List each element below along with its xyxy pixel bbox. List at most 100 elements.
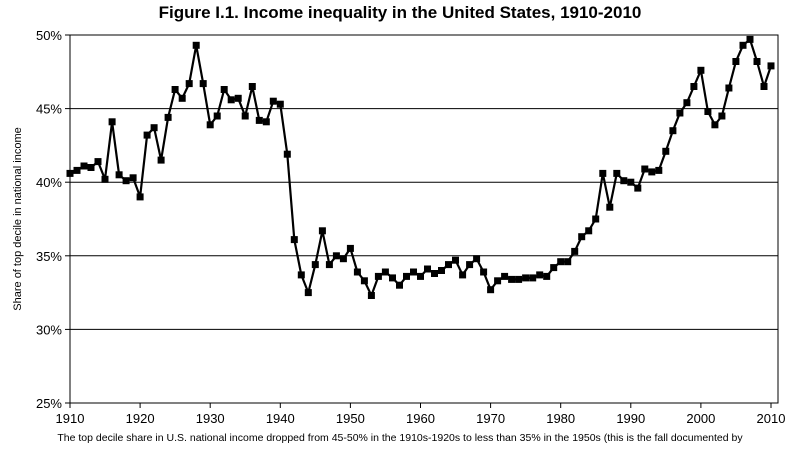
data-point [508, 275, 516, 283]
data-point [543, 272, 551, 280]
data-point [487, 286, 495, 294]
data-point [206, 121, 214, 129]
data-point [676, 109, 684, 117]
data-point [311, 261, 319, 269]
data-point [494, 277, 502, 285]
data-point [557, 258, 565, 266]
y-tick-label: 40% [36, 175, 62, 190]
data-point [73, 166, 81, 174]
x-tick-label: 1940 [266, 411, 295, 426]
data-point [66, 169, 74, 177]
data-point [466, 261, 474, 269]
data-point [360, 277, 368, 285]
data-point [662, 147, 670, 155]
y-axis: 25% 30% 35% 40% 45% 50% [36, 28, 70, 411]
data-point [480, 268, 488, 276]
data-point [136, 193, 144, 201]
data-point [220, 86, 228, 93]
data-point [108, 118, 116, 126]
x-tick-label: 2000 [686, 411, 715, 426]
data-point [620, 177, 628, 185]
data-point [403, 272, 410, 280]
data-point [746, 35, 754, 43]
data-point [381, 268, 389, 276]
data-point [94, 158, 102, 166]
data-point [641, 165, 649, 173]
data-point [522, 274, 530, 282]
data-point [452, 256, 459, 264]
data-point [683, 99, 691, 107]
data-point [332, 252, 340, 260]
data-point [346, 244, 354, 252]
y-tick-label: 35% [36, 249, 62, 264]
data-point [613, 169, 621, 177]
data-point [515, 275, 523, 283]
x-tick-label: 1930 [196, 411, 225, 426]
data-point [143, 131, 151, 139]
data-point [669, 127, 677, 135]
data-point [536, 271, 544, 279]
data-point [178, 94, 186, 102]
data-point [389, 274, 396, 282]
data-point [732, 58, 740, 65]
x-tick-label: 1970 [476, 411, 505, 426]
data-point [711, 121, 719, 129]
data-point [213, 112, 221, 120]
data-point [171, 86, 179, 93]
plot-frame [69, 34, 779, 404]
data-point [318, 227, 326, 235]
y-tick-label: 25% [36, 396, 62, 411]
x-tick-label: 1980 [546, 411, 575, 426]
data-point [304, 289, 312, 297]
data-point [101, 175, 109, 183]
data-point [753, 58, 761, 65]
chart-title: Figure I.1. Income inequality in the Uni… [158, 3, 642, 22]
x-axis: 1910 1920 1930 1940 1950 1960 1970 1980 1990 2000… [56, 403, 785, 426]
data-point [564, 258, 572, 266]
data-point [501, 272, 509, 280]
y-tick-label: 45% [36, 102, 62, 117]
data-point [424, 265, 431, 273]
data-point [417, 272, 424, 280]
data-point [578, 233, 586, 241]
data-point [115, 171, 123, 179]
data-point [234, 94, 242, 102]
data-point [157, 156, 165, 164]
data-point [599, 169, 607, 177]
data-point [353, 268, 361, 276]
data-point [269, 97, 277, 105]
data-point [339, 255, 347, 263]
data-point [529, 274, 537, 282]
data-point [290, 236, 298, 244]
data-point [606, 203, 614, 211]
data-point [255, 116, 263, 124]
data-point [150, 124, 158, 132]
line-chart: 1910 1920 1930 1940 1950 1960 1970 1980 1990 2000… [12, 28, 785, 426]
data-point [459, 271, 467, 279]
data-point [655, 166, 663, 174]
series-line [69, 38, 773, 297]
data-point [199, 80, 207, 88]
data-point [627, 178, 635, 186]
data-point [248, 83, 256, 90]
x-tick-label: 1910 [56, 411, 85, 426]
data-point [262, 118, 270, 126]
x-tick-label: 1950 [336, 411, 365, 426]
chart-caption: The top decile share in U.S. national in… [57, 432, 743, 444]
data-point [227, 96, 235, 104]
x-tick-label: 1960 [406, 411, 435, 426]
data-point [129, 174, 137, 182]
data-point [767, 62, 775, 70]
data-point [585, 227, 593, 235]
data-point [241, 112, 249, 120]
data-point [550, 264, 558, 272]
data-point [473, 255, 481, 263]
x-tick-label: 1990 [616, 411, 645, 426]
x-tick-label: 1920 [126, 411, 155, 426]
y-axis-label: Share of top decile in national income [12, 127, 24, 310]
data-point [760, 83, 768, 90]
y-tick-label: 50% [36, 28, 62, 43]
data-point [592, 215, 600, 223]
data-point [122, 177, 130, 185]
data-point [438, 267, 445, 274]
